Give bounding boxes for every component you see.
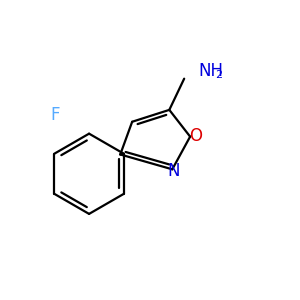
Text: 2: 2: [215, 70, 223, 80]
Text: N: N: [167, 162, 180, 180]
Text: O: O: [189, 127, 202, 145]
Text: F: F: [50, 106, 60, 124]
Text: NH: NH: [198, 62, 223, 80]
